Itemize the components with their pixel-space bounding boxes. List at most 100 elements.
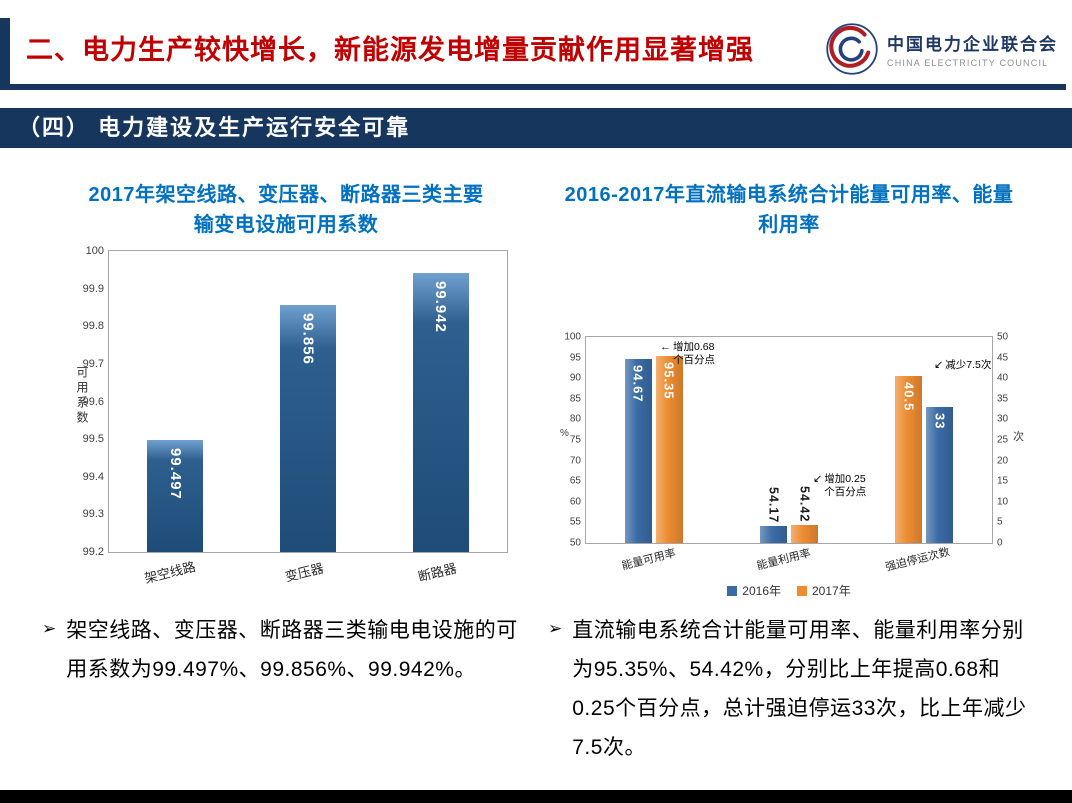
chart1-title: 2017年架空线路、变压器、断路器三类主要 输变电设施可用系数 — [58, 180, 514, 240]
logo-text: 中国电力企业联合会 CHINA ELECTRICITY COUNCIL — [887, 30, 1058, 68]
annotation-text: 减少7.5次 — [945, 359, 992, 371]
annotation: ← 增加0.68 个百分点 — [660, 341, 715, 367]
y-tick-label: 60 — [569, 496, 581, 508]
bar-value-label: 54.17 — [766, 486, 781, 523]
chart2-title-line1: 2016-2017年直流输电系统合计能量可用率、能量 — [564, 184, 1014, 206]
y2-tick-label: 10 — [997, 496, 1009, 508]
y2-tick-label: 45 — [997, 352, 1009, 364]
bullet-left: ➢ 架空线路、变压器、断路器三类输电电设施的可用系数为99.497%、99.85… — [42, 612, 522, 690]
chart-transmission-availability: 2017年架空线路、变压器、断路器三类主要 输变电设施可用系数 可用系数 100… — [58, 166, 514, 636]
y-tick-label: 95 — [569, 352, 581, 364]
cec-logo-icon — [826, 23, 878, 75]
y2-tick-label: 50 — [997, 331, 1009, 343]
category-label: 变压器 — [283, 560, 326, 585]
chart2-right-axis-unit: 次 — [1013, 431, 1024, 443]
y-tick-label: 99.2 — [82, 546, 104, 558]
y-tick-label: 99.5 — [82, 433, 104, 446]
bar: 95.35 — [655, 356, 683, 543]
annotation-text: 增加0.68 个百分点 — [673, 341, 715, 367]
bar: 54.17 — [760, 487, 787, 543]
y2-tick-label: 35 — [997, 393, 1009, 405]
annotation-arrow-icon: ↙ — [813, 473, 823, 485]
category-label: 架空线路 — [143, 558, 198, 587]
bar: 99.942 — [412, 272, 469, 552]
bar-value-label: 54.42 — [797, 485, 812, 522]
logo-name-cn: 中国电力企业联合会 — [887, 35, 1058, 54]
category-label: 能量可用率 — [620, 547, 677, 573]
y-tick-label: 99.7 — [82, 357, 104, 370]
y2-tick-label: 0 — [997, 537, 1003, 549]
section-header: （四） 电力建设及生产运行安全可靠 — [0, 108, 1072, 148]
logo-name-en: CHINA ELECTRICITY COUNCIL — [887, 58, 1049, 68]
y-tick-label: 80 — [569, 413, 581, 425]
bullet-right-text: 直流输电系统合计能量可用率、能量利用率分别为95.35%、54.42%，分别比上… — [572, 619, 1027, 759]
bar-group: 40.5 33 — [895, 337, 954, 543]
bar: 94.67 — [624, 358, 652, 543]
y-tick-label: 99.9 — [82, 282, 104, 295]
chart1-title-line2: 输变电设施可用系数 — [193, 214, 379, 236]
y2-tick-label: 15 — [997, 475, 1009, 487]
y-tick-label: 70 — [569, 455, 581, 467]
annotation-arrow-icon: ↙ — [934, 359, 944, 371]
y-tick-label: 50 — [569, 537, 581, 549]
category-label: 强迫停运次数 — [884, 546, 952, 574]
bar-value-label: 33 — [932, 413, 948, 430]
chart2-legend: 2016年 2017年 — [585, 582, 993, 599]
section-title: （四） 电力建设及生产运行安全可靠 — [18, 115, 411, 140]
legend-item: 2017年 — [797, 582, 851, 599]
y2-tick-label: 25 — [997, 434, 1009, 446]
y2-tick-label: 30 — [997, 413, 1009, 425]
bar-value-label: 40.5 — [901, 382, 917, 412]
title-accent-bar — [0, 18, 10, 90]
y-tick-label: 55 — [569, 516, 581, 528]
slide-title: 二、电力生产较快增长，新能源发电增量贡献作用显著增强 — [26, 35, 754, 65]
bullet-right: ➢ 直流输电系统合计能量可用率、能量利用率分别为95.35%、54.42%，分别… — [548, 612, 1038, 767]
y2-tick-label: 5 — [997, 516, 1003, 528]
legend-swatch — [727, 585, 738, 596]
chart2-plot-area: 100 95 90 85 80 75 70 65 60 55 50 50 45 40 35 30 25 20 15 1… — [564, 332, 1008, 574]
annotation: ↙ 增加0.25 个百分点 — [813, 473, 866, 499]
y2-tick-label: 20 — [997, 455, 1009, 467]
bullet-marker-icon: ➢ — [42, 619, 57, 638]
y-tick-label: 99.8 — [82, 320, 104, 333]
legend-label: 2017年 — [812, 584, 851, 598]
bar-value-label: 95.35 — [661, 362, 677, 400]
chart1-title-line1: 2017年架空线路、变压器、断路器三类主要 — [88, 184, 484, 206]
y-tick-label: 100 — [564, 331, 581, 343]
bar: 54.42 — [791, 486, 818, 543]
legend-label: 2016年 — [742, 584, 781, 598]
bullet-left-text: 架空线路、变压器、断路器三类输电电设施的可用系数为99.497%、99.856%… — [66, 619, 518, 681]
cec-logo: 中国电力企业联合会 CHINA ELECTRICITY COUNCIL — [825, 22, 1058, 76]
y-tick-label: 99.3 — [82, 508, 104, 521]
y2-tick-label: 40 — [997, 372, 1009, 384]
bottom-bar — [0, 790, 1072, 803]
y-tick-label: 100 — [85, 245, 104, 257]
y-tick-label: 90 — [569, 372, 581, 384]
annotation: ↙ 减少7.5次 — [934, 359, 991, 372]
bar-value-label: 99.942 — [432, 280, 450, 333]
title-underline — [10, 84, 1066, 90]
chart2-title: 2016-2017年直流输电系统合计能量可用率、能量 利用率 — [552, 180, 1026, 240]
y-tick-label: 65 — [569, 475, 581, 487]
bar-value-label: 94.67 — [630, 364, 646, 403]
chart2-title-line2: 利用率 — [758, 214, 820, 236]
y-tick-label: 75 — [569, 434, 581, 446]
category-label: 断路器 — [416, 560, 458, 585]
chart2-left-axis-unit: % — [560, 428, 569, 439]
y-tick-label: 99.6 — [82, 395, 104, 408]
bullet-marker-icon: ➢ — [548, 619, 563, 638]
bar: 40.5 — [895, 376, 923, 543]
chart1-plot-area: 100 99.9 99.8 99.7 99.6 99.5 99.4 99.3 99.2 99.49… — [83, 245, 508, 586]
bar-value-label: 99.497 — [166, 448, 184, 501]
y-tick-label: 99.4 — [82, 470, 104, 483]
bar: 99.497 — [147, 440, 204, 552]
legend-swatch — [797, 585, 807, 596]
annotation-text: 增加0.25 个百分点 — [824, 473, 867, 499]
bar-group: 54.17 54.42 — [760, 337, 818, 543]
chart-dc-system-rates: 2016-2017年直流输电系统合计能量可用率、能量 利用率 % 次 100 95… — [552, 166, 1026, 636]
category-label: 能量利用率 — [755, 547, 812, 573]
legend-item: 2016年 — [727, 582, 781, 599]
bar: 99.856 — [280, 305, 336, 552]
chart1-y-axis-label: 可用系数 — [75, 366, 89, 426]
